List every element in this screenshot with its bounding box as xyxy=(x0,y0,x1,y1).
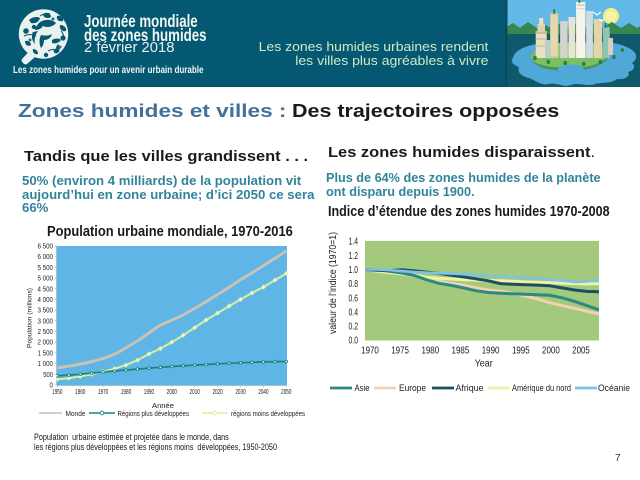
svg-text:2000: 2000 xyxy=(542,346,560,357)
svg-text:2 500: 2 500 xyxy=(38,327,54,336)
svg-text:2030: 2030 xyxy=(235,389,245,396)
svg-text:régions moins développées: régions moins développées xyxy=(231,409,305,418)
svg-text:5 500: 5 500 xyxy=(38,263,54,272)
svg-text:2000: 2000 xyxy=(167,389,177,396)
svg-text:Asie: Asie xyxy=(355,383,370,393)
svg-text:Monde: Monde xyxy=(66,409,86,418)
svg-text:valeur de l’indice (1970=1): valeur de l’indice (1970=1) xyxy=(328,232,339,334)
svg-text:Europe: Europe xyxy=(399,383,426,393)
svg-text:5 000: 5 000 xyxy=(38,274,54,283)
svg-text:1.2: 1.2 xyxy=(349,251,359,262)
svg-text:Afrique: Afrique xyxy=(456,383,484,393)
svg-text:0.2: 0.2 xyxy=(349,322,359,333)
svg-text:1 000: 1 000 xyxy=(38,359,54,368)
svg-text:0: 0 xyxy=(50,381,54,390)
svg-text:2010: 2010 xyxy=(190,389,200,396)
svg-text:1960: 1960 xyxy=(75,389,85,396)
svg-text:1970: 1970 xyxy=(361,346,379,357)
svg-text:4 000: 4 000 xyxy=(38,295,54,304)
svg-text:2 000: 2 000 xyxy=(38,338,54,347)
svg-text:1990: 1990 xyxy=(482,346,500,357)
svg-text:1.4: 1.4 xyxy=(349,237,359,248)
svg-text:2050: 2050 xyxy=(281,389,291,396)
svg-text:Océanie: Océanie xyxy=(598,383,630,393)
svg-text:0.0: 0.0 xyxy=(349,336,359,347)
svg-text:1975: 1975 xyxy=(391,346,409,357)
svg-text:1.0: 1.0 xyxy=(349,265,359,276)
svg-text:Population (millions): Population (millions) xyxy=(27,288,34,348)
svg-text:1970: 1970 xyxy=(98,389,108,396)
svg-text:6 500: 6 500 xyxy=(38,242,54,251)
svg-text:1 500: 1 500 xyxy=(38,348,54,357)
svg-text:3 000: 3 000 xyxy=(38,316,54,325)
svg-text:2040: 2040 xyxy=(258,389,268,396)
svg-text:Régions plus développées: Régions plus développées xyxy=(118,409,190,418)
svg-text:1980: 1980 xyxy=(421,346,439,357)
svg-text:1980: 1980 xyxy=(121,389,131,396)
svg-text:3 500: 3 500 xyxy=(38,306,54,315)
svg-text:0.6: 0.6 xyxy=(349,293,359,304)
svg-text:1985: 1985 xyxy=(452,346,470,357)
svg-text:0.4: 0.4 xyxy=(349,307,359,318)
svg-text:1990: 1990 xyxy=(144,389,154,396)
svg-text:500: 500 xyxy=(43,370,53,379)
svg-text:Amérique du nord: Amérique du nord xyxy=(512,383,571,393)
svg-text:2005: 2005 xyxy=(572,346,590,357)
svg-text:Année: Année xyxy=(152,403,174,410)
svg-text:2020: 2020 xyxy=(212,389,222,396)
svg-text:4 500: 4 500 xyxy=(38,284,54,293)
svg-text:0.8: 0.8 xyxy=(349,279,359,290)
svg-text:1995: 1995 xyxy=(512,346,530,357)
svg-text:1950: 1950 xyxy=(52,389,62,396)
svg-text:Year: Year xyxy=(475,359,494,370)
svg-text:6 000: 6 000 xyxy=(38,252,54,261)
